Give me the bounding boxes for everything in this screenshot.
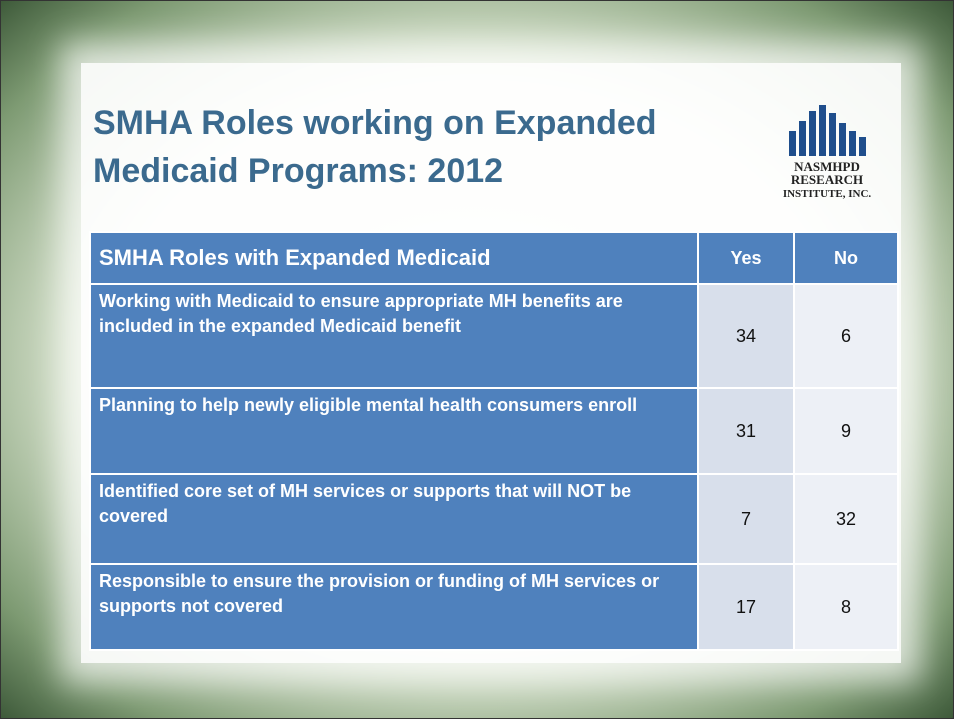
logo-text: NASMHPD — [794, 159, 860, 174]
table-row: Identified core set of MH services or su… — [89, 473, 899, 565]
title: SMHA Roles working on Expanded Medicaid … — [93, 104, 657, 190]
role-cell: Identified core set of MH services or su… — [89, 473, 699, 565]
column-header: Yes — [697, 231, 795, 285]
logo-text: INSTITUTE, INC. — [783, 188, 872, 200]
column-header: No — [793, 231, 899, 285]
count-cell: 31 — [697, 387, 795, 475]
column-header: SMHA Roles with Expanded Medicaid — [89, 231, 699, 285]
count-cell: 8 — [793, 563, 899, 651]
count-cell: 17 — [697, 563, 795, 651]
count-cell: 32 — [793, 473, 899, 565]
count-cell: 7 — [697, 473, 795, 565]
role-cell: Working with Medicaid to ensure appropri… — [89, 283, 699, 389]
role-cell: Planning to help newly eligible mental h… — [89, 387, 699, 475]
count-cell: 9 — [793, 387, 899, 475]
roles-table: SMHA Roles with Expanded Medicaid Yes No… — [89, 231, 899, 651]
role-cell: Responsible to ensure the provision or f… — [89, 563, 699, 651]
logo-bars — [789, 105, 866, 156]
table-row: Planning to help newly eligible mental h… — [89, 387, 899, 475]
table-row: Working with Medicaid to ensure appropri… — [89, 283, 899, 389]
count-cell: 6 — [793, 283, 899, 389]
table-row: Responsible to ensure the provision or f… — [89, 563, 899, 651]
logo-text: RESEARCH — [791, 172, 863, 187]
logo: NASMHPD RESEARCH INSTITUTE, INC. — [783, 105, 872, 200]
count-cell: 34 — [697, 283, 795, 389]
